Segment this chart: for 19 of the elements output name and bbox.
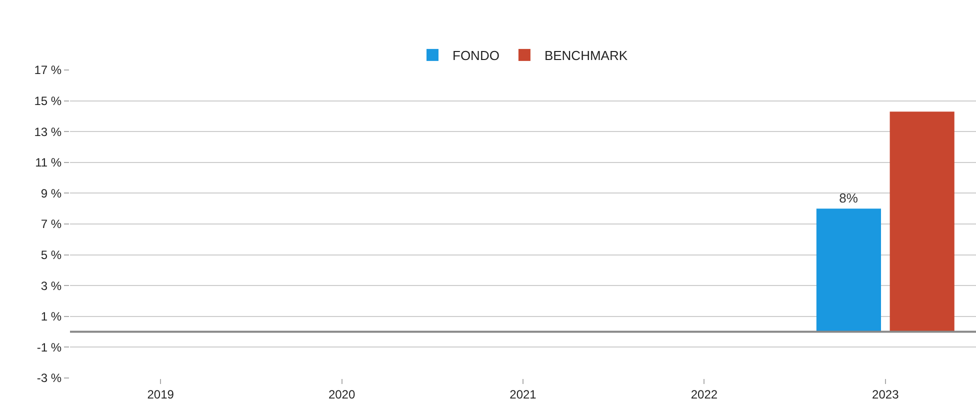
y-tick-label: 5 % bbox=[40, 248, 62, 262]
y-tick-label: 1 % bbox=[40, 310, 62, 324]
y-tick-label: 13 % bbox=[34, 124, 62, 139]
y-tick-label: -1 % bbox=[36, 340, 62, 354]
y-tick-label: 7 % bbox=[40, 217, 62, 232]
y-tick-label: 17 % bbox=[34, 63, 62, 78]
y-tick-label: 3 % bbox=[40, 278, 62, 293]
x-tick-label: 2023 bbox=[872, 387, 900, 402]
y-tick-label: 9 % bbox=[40, 186, 62, 200]
x-tick-label: 2021 bbox=[510, 387, 537, 402]
legend-label: FONDO bbox=[452, 48, 500, 64]
x-tick-label: 2022 bbox=[690, 387, 718, 402]
y-tick-label: 15 % bbox=[34, 94, 62, 108]
x-tick-label: 2020 bbox=[328, 387, 356, 402]
x-tick-label: 2019 bbox=[147, 387, 174, 402]
legend-label: BENCHMARK bbox=[544, 48, 628, 64]
y-tick-label: -3 % bbox=[36, 371, 62, 386]
data-label: 8% bbox=[839, 190, 858, 206]
y-tick-label: 11 % bbox=[35, 156, 62, 170]
